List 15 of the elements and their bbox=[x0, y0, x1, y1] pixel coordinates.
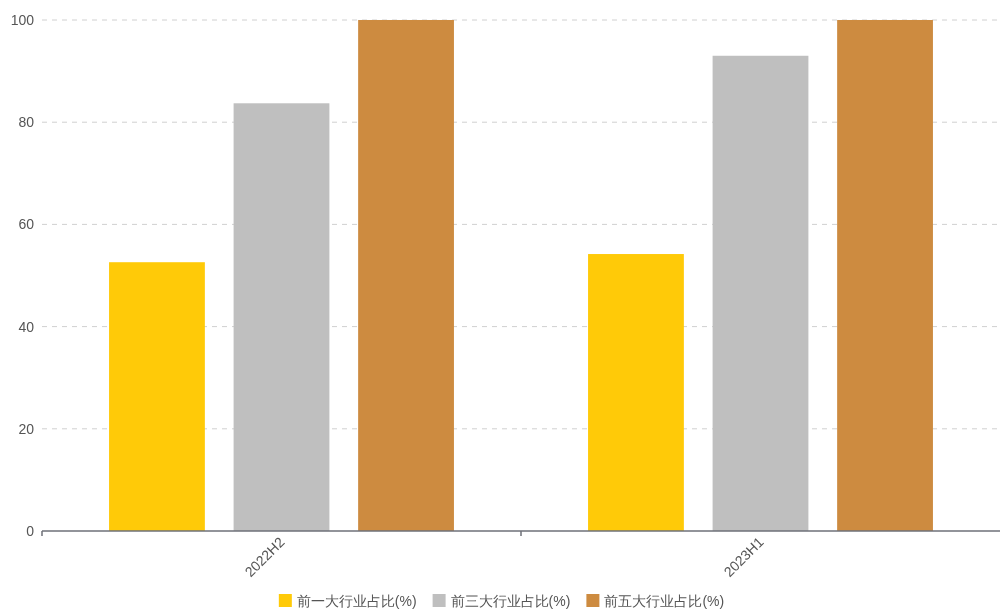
y-tick-label: 0 bbox=[26, 523, 35, 539]
bar bbox=[358, 20, 454, 531]
legend-label: 前三大行业占比(%) bbox=[450, 593, 571, 609]
bar bbox=[233, 103, 330, 531]
bar bbox=[588, 254, 684, 531]
legend-label: 前一大行业占比(%) bbox=[296, 593, 417, 609]
bar bbox=[837, 20, 933, 531]
y-tick-label: 40 bbox=[18, 318, 35, 335]
y-tick-label: 80 bbox=[18, 114, 35, 131]
bar bbox=[109, 262, 205, 531]
legend-label: 前五大行业占比(%) bbox=[604, 593, 725, 609]
y-tick-label: 60 bbox=[18, 216, 35, 233]
y-tick-label: 20 bbox=[18, 420, 35, 437]
bar bbox=[712, 55, 809, 531]
y-tick-label: 100 bbox=[10, 12, 35, 28]
